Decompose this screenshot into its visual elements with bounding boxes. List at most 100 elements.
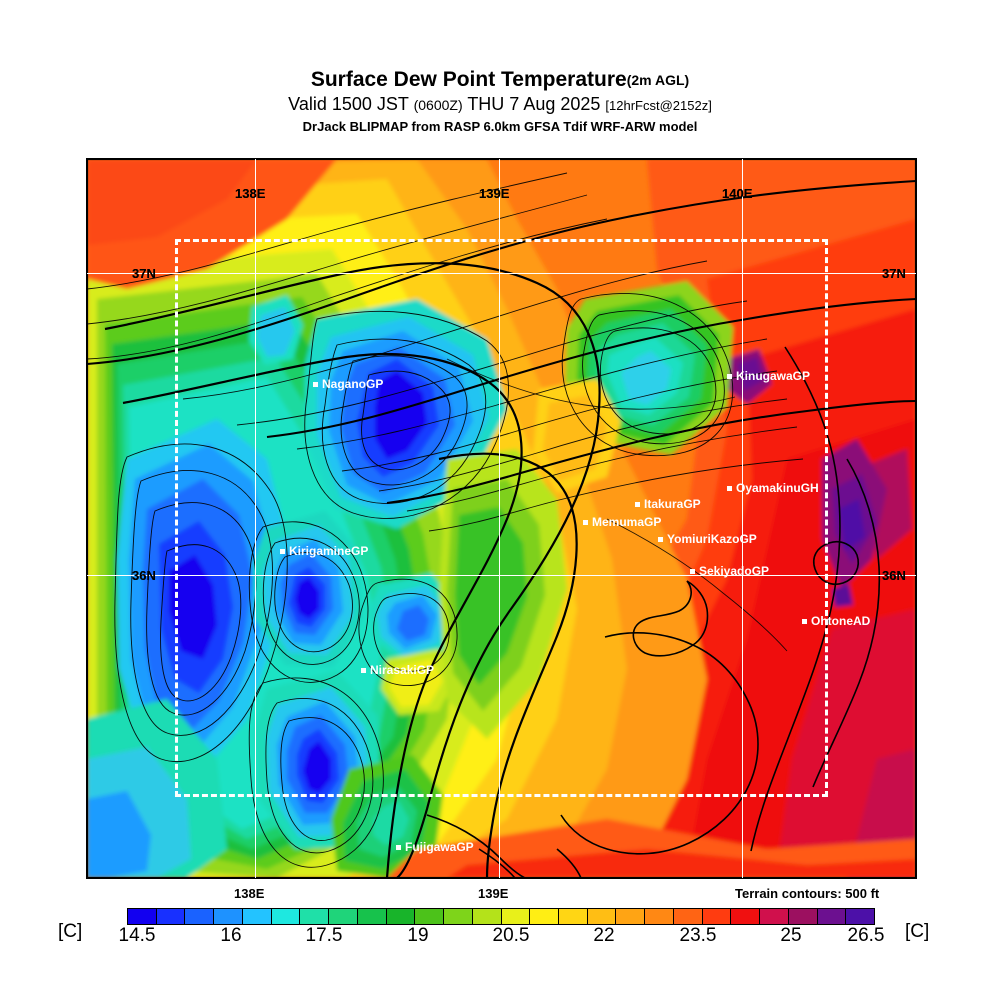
colorbar-band-10: [415, 909, 445, 924]
colorbar-band-7: [329, 909, 358, 924]
station-label: MemumaGP: [592, 515, 662, 529]
station-label: YomiuriKazoGP: [667, 532, 757, 546]
station-label: FujigawaGP: [405, 840, 474, 854]
title-main-text: Surface Dew Point Temperature: [310, 68, 627, 91]
valid-utc: (0600Z): [413, 97, 463, 113]
valid-prefix: Valid 1500 JST: [288, 94, 409, 114]
lon-label-139e-bottom: 139E: [478, 886, 509, 901]
station-yomiurikazo[interactable]: YomiuriKazoGP: [658, 532, 757, 546]
colorbar-band-18: [645, 909, 674, 924]
gridline-lon-140e: [742, 159, 743, 878]
station-memuma[interactable]: MemumaGP: [583, 515, 662, 529]
subdomain-dashed-box: [175, 239, 828, 797]
map-panel[interactable]: 138E 139E 140E 37N 36N 37N 36N NaganoGP …: [86, 158, 917, 879]
station-label: SekiyadoGP: [699, 564, 770, 578]
station-dot-icon: [727, 374, 732, 379]
colorbar-unit-right: [C]: [905, 921, 930, 942]
station-dot-icon: [635, 502, 640, 507]
station-label: ItakuraGP: [644, 497, 701, 511]
gridline-lat-37n: [87, 273, 916, 274]
station-nirasaki[interactable]: NirasakiGP: [361, 663, 435, 677]
station-fujigawa[interactable]: FujigawaGP: [396, 840, 474, 854]
station-dot-icon: [583, 520, 588, 525]
lon-label-140e-top: 140E: [722, 186, 753, 201]
valid-date: THU 7 Aug 2025: [467, 94, 601, 114]
colorbar-band-4: [242, 909, 272, 924]
colorbar-band-13: [501, 909, 531, 924]
colorbar-band-16: [587, 909, 617, 924]
title-block: Surface Dew Point Temperature(2m AGL) Va…: [0, 68, 1000, 136]
station-nagano[interactable]: NaganoGP: [313, 377, 384, 391]
gridline-lon-138e: [255, 159, 256, 878]
station-kinugawa[interactable]: KinugawaGP: [727, 369, 811, 383]
station-dot-icon: [396, 845, 401, 850]
station-sekiyado[interactable]: SekiyadoGP: [690, 564, 770, 578]
colorbar-tick-19: 19: [407, 925, 429, 946]
colorbar-unit-left: [C]: [58, 921, 83, 942]
colorbar-tick-26.5: 26.5: [847, 925, 885, 946]
gridline-lon-139e: [499, 159, 500, 878]
colorbar-band-21: [731, 909, 761, 924]
source-line: DrJack BLIPMAP from RASP 6.0km GFSA Tdif…: [302, 119, 698, 134]
colorbar-band-15: [559, 909, 588, 924]
colorbar-band-25: [846, 909, 875, 924]
colorbar-band-12: [472, 909, 502, 924]
station-ohtone[interactable]: OhtoneAD: [802, 614, 871, 628]
colorbar-band-8: [357, 909, 387, 924]
colorbar-tick-23.5: 23.5: [679, 925, 717, 946]
colorbar-tick-25: 25: [780, 925, 802, 946]
colorbar-band-24: [817, 909, 847, 924]
station-dot-icon: [658, 537, 663, 542]
colorbar-tick-17.5: 17.5: [305, 925, 343, 946]
station-dot-icon: [313, 382, 318, 387]
colorbar-tick-14.5: 14.5: [118, 925, 156, 946]
colorbar-band-6: [300, 909, 330, 924]
page-title: Surface Dew Point Temperature(2m AGL): [0, 68, 1000, 92]
station-label: KirigamineGP: [289, 544, 369, 558]
lat-label-37n-right: 37N: [882, 266, 906, 281]
colorbar-band-23: [788, 909, 818, 924]
lon-label-138e-bottom: 138E: [234, 886, 265, 901]
station-label: NirasakiGP: [370, 663, 435, 677]
colorbar: [C] [C] 14.5 16 17.5 19 20.5 22 23.5 25 26.5: [0, 903, 1000, 953]
colorbar-band-5: [271, 909, 301, 924]
valid-forecast-tag: [12hrFcst@2152z]: [605, 98, 712, 113]
colorbar-band-14: [530, 909, 560, 924]
lon-label-139e-top: 139E: [479, 186, 510, 201]
colorbar-band-19: [673, 909, 703, 924]
colorbar-band-22: [760, 909, 789, 924]
station-kirigamine[interactable]: KirigamineGP: [280, 544, 369, 558]
station-dot-icon: [802, 619, 807, 624]
colorbar-gradient: [127, 908, 875, 925]
colorbar-band-9: [386, 909, 416, 924]
station-label: NaganoGP: [322, 377, 384, 391]
terrain-contour-note: Terrain contours: 500 ft: [735, 886, 880, 901]
colorbar-tick-22: 22: [593, 925, 615, 946]
colorbar-band-17: [616, 909, 646, 924]
title-sub-text: (2m AGL): [626, 72, 690, 88]
valid-time-line: Valid 1500 JST (0600Z) THU 7 Aug 2025 [1…: [0, 93, 1000, 117]
colorbar-band-1: [156, 909, 186, 924]
lat-label-36n-left: 36N: [132, 568, 156, 583]
gridline-lat-36n: [87, 575, 916, 576]
station-dot-icon: [690, 569, 695, 574]
colorbar-band-3: [214, 909, 243, 924]
station-dot-icon: [727, 486, 732, 491]
station-label: OhtoneAD: [811, 614, 871, 628]
station-oyamakinu[interactable]: OyamakinuGH: [727, 481, 819, 495]
colorbar-tick-20.5: 20.5: [492, 925, 530, 946]
station-label: OyamakinuGH: [736, 481, 819, 495]
lon-label-138e-top: 138E: [235, 186, 266, 201]
station-dot-icon: [280, 549, 285, 554]
map-field: 138E 139E 140E 37N 36N 37N 36N NaganoGP …: [87, 159, 916, 878]
colorbar-band-20: [702, 909, 732, 924]
station-itakura[interactable]: ItakuraGP: [635, 497, 701, 511]
colorbar-band-11: [444, 909, 473, 924]
colorbar-band-2: [185, 909, 215, 924]
dewpoint-field-svg: [87, 159, 916, 878]
station-dot-icon: [361, 668, 366, 673]
colorbar-tick-16: 16: [220, 925, 242, 946]
lat-label-36n-right: 36N: [882, 568, 906, 583]
station-label: KinugawaGP: [736, 369, 811, 383]
